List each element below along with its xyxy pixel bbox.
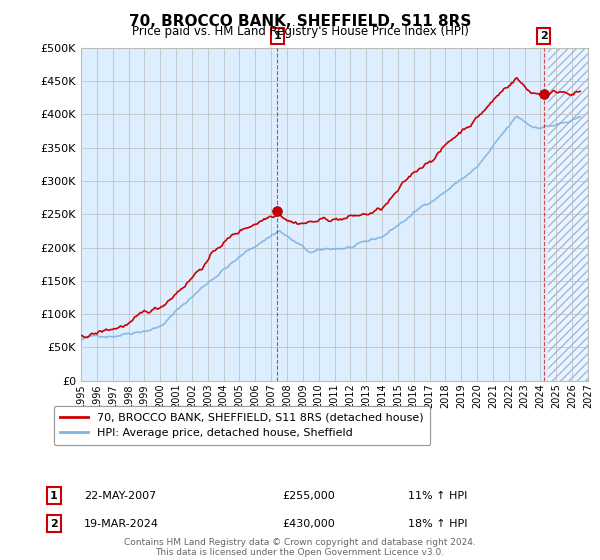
- Text: 19-MAR-2024: 19-MAR-2024: [84, 519, 159, 529]
- Text: 22-MAY-2007: 22-MAY-2007: [84, 491, 156, 501]
- Text: 1: 1: [274, 31, 281, 41]
- Text: Contains HM Land Registry data © Crown copyright and database right 2024.
This d: Contains HM Land Registry data © Crown c…: [124, 538, 476, 557]
- Text: 2: 2: [540, 31, 548, 41]
- Bar: [548, 48, 588, 381]
- Text: £430,000: £430,000: [282, 519, 335, 529]
- Text: 2: 2: [50, 519, 58, 529]
- Legend: 70, BROCCO BANK, SHEFFIELD, S11 8RS (detached house), HPI: Average price, detach: 70, BROCCO BANK, SHEFFIELD, S11 8RS (det…: [53, 406, 430, 445]
- Text: £255,000: £255,000: [282, 491, 335, 501]
- Text: 70, BROCCO BANK, SHEFFIELD, S11 8RS: 70, BROCCO BANK, SHEFFIELD, S11 8RS: [129, 14, 471, 29]
- Text: 11% ↑ HPI: 11% ↑ HPI: [408, 491, 467, 501]
- Text: 18% ↑ HPI: 18% ↑ HPI: [408, 519, 467, 529]
- Text: 1: 1: [50, 491, 58, 501]
- Text: Price paid vs. HM Land Registry's House Price Index (HPI): Price paid vs. HM Land Registry's House …: [131, 25, 469, 38]
